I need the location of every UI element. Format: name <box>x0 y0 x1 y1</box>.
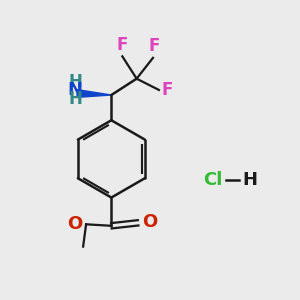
Text: H: H <box>242 171 257 189</box>
Polygon shape <box>77 90 111 98</box>
Text: H: H <box>69 73 82 91</box>
Text: N: N <box>67 81 82 99</box>
Text: F: F <box>161 81 173 99</box>
Text: O: O <box>67 215 83 233</box>
Text: H: H <box>69 91 82 109</box>
Text: Cl: Cl <box>203 171 223 189</box>
Text: O: O <box>142 213 157 231</box>
Text: F: F <box>117 36 128 54</box>
Text: F: F <box>148 38 160 56</box>
